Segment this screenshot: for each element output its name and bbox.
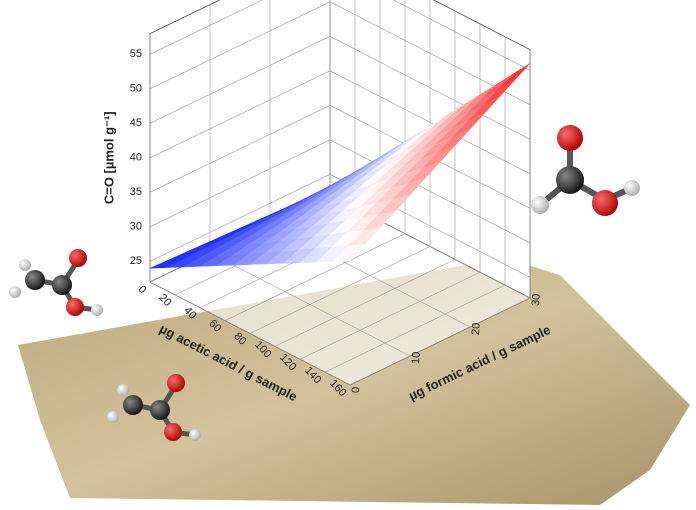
grid-line: [349, 297, 531, 386]
z-tick-label: 55: [130, 48, 142, 60]
grid-line: [324, 284, 506, 373]
grid-line: [209, 252, 411, 357]
y-tick-label: 20: [470, 322, 483, 335]
formic-acid-molecule: [531, 125, 640, 216]
grid-line: [149, 0, 264, 55]
z-axis-label: C=O [µmol g⁻¹]: [101, 111, 116, 204]
grid-line: [224, 233, 406, 321]
grid-line: [149, 139, 331, 228]
y-tick-label: 0: [350, 386, 362, 393]
y-tick-label: 10: [410, 351, 423, 364]
y-tick-label: 30: [530, 293, 543, 306]
z-tick-label: 35: [130, 186, 142, 198]
z-tick-label: 45: [130, 117, 142, 129]
z-tick-label: 25: [130, 255, 142, 267]
grid-line: [149, 70, 331, 159]
acetic-acid-molecule: [9, 249, 103, 316]
grid-line: [149, 36, 331, 124]
grid-line: [149, 105, 331, 193]
surface-cell: [332, 244, 366, 262]
grid-line: [149, 174, 331, 262]
grid-line: [249, 246, 431, 334]
z-tick-label: 40: [130, 152, 142, 164]
grid-line: [299, 271, 481, 360]
z-tick-label: 30: [130, 221, 142, 233]
grid-line: [149, 281, 351, 386]
x-tick-label: 20: [156, 292, 173, 309]
grid-line: [274, 259, 456, 347]
grid-line: [149, 1, 331, 90]
z-tick-label: 50: [130, 83, 142, 95]
acetic-acid-molecule: [107, 374, 201, 441]
x-tick-label: 0: [136, 283, 149, 296]
